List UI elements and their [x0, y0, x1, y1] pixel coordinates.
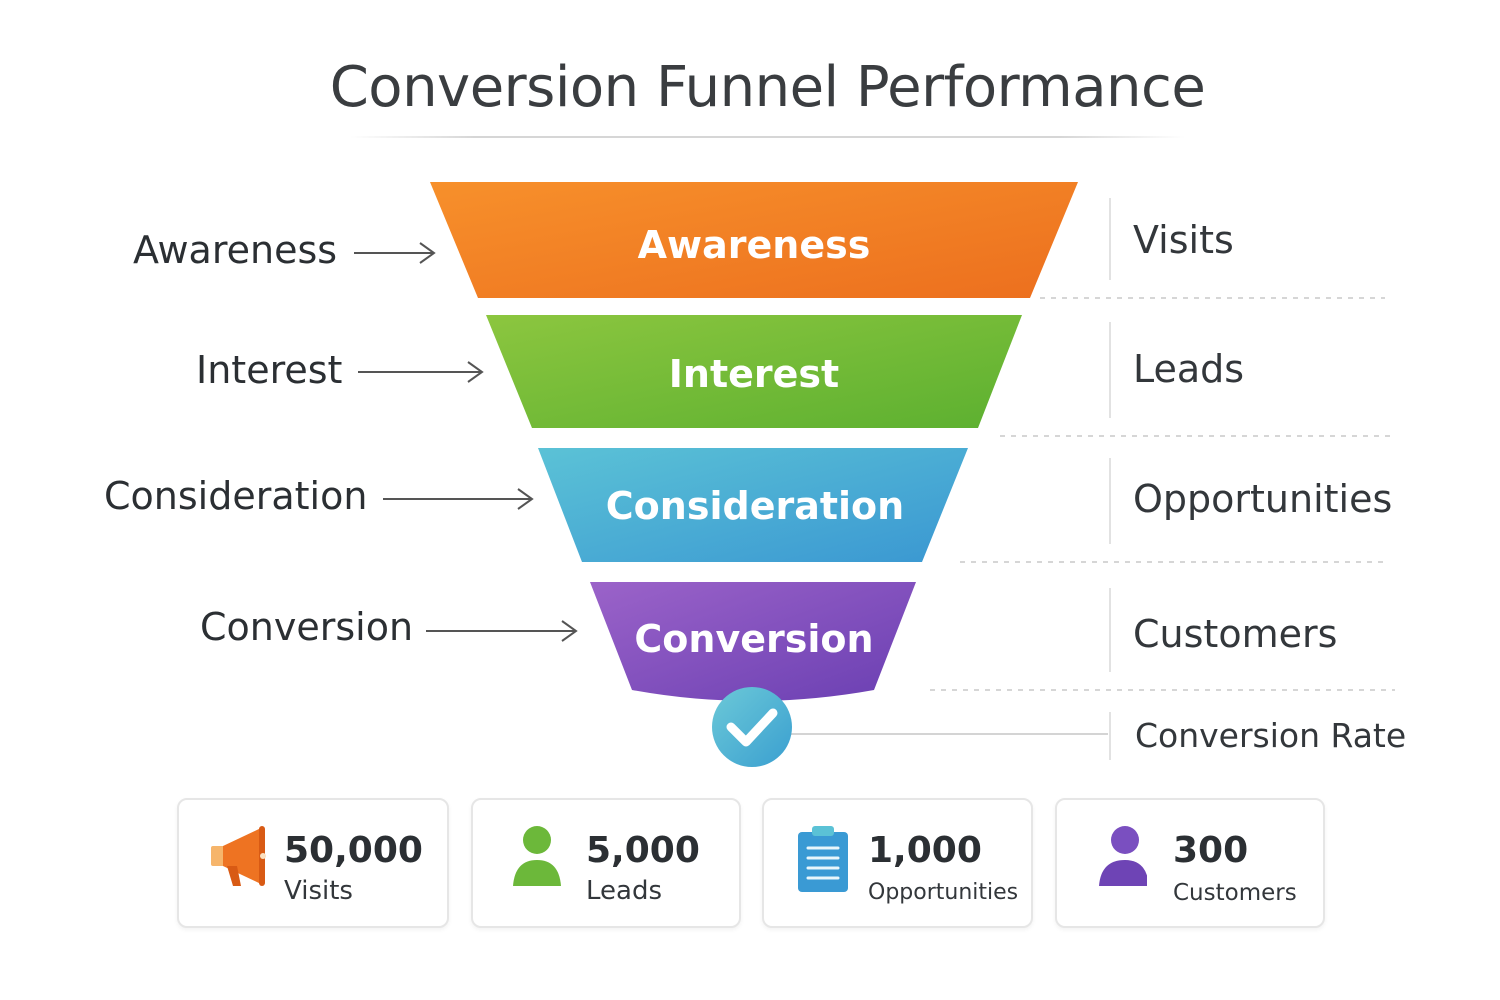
metric-label-leads: Leads — [1133, 347, 1245, 391]
card-label: Customers — [1173, 880, 1297, 906]
card-label: Visits — [284, 876, 353, 906]
side-label-consideration: Consideration — [104, 474, 368, 518]
stage-label: Conversion — [634, 617, 873, 661]
arrowhead — [561, 620, 578, 642]
funnel-stage-conversion — [590, 582, 916, 701]
arrowhead — [419, 242, 436, 264]
stage-label: Consideration — [606, 484, 904, 528]
side-label-interest: Interest — [196, 348, 343, 392]
arrowhead — [467, 361, 484, 383]
person-icon — [1099, 826, 1147, 886]
stage-label: Awareness — [638, 223, 871, 267]
page-title: Conversion Funnel Performance — [329, 55, 1206, 120]
conversion-rate-label: Conversion Rate — [1135, 716, 1407, 755]
metric-card-customers: 300 Customers — [1055, 798, 1325, 928]
funnel-stage-awareness — [430, 182, 1078, 298]
card-label: Opportunities — [868, 880, 1019, 905]
stage-separators — [930, 297, 1395, 691]
funnel-stage-consideration — [538, 448, 968, 562]
side-label-awareness: Awareness — [133, 228, 338, 272]
title-divider — [350, 136, 1185, 138]
arrowhead — [517, 488, 534, 510]
megaphone-icon — [211, 826, 266, 886]
side-label-conversion: Conversion — [200, 605, 414, 649]
clipboard-icon — [798, 826, 848, 892]
column-divider — [1109, 458, 1111, 544]
metric-label-opportunities: Opportunities — [1133, 477, 1393, 521]
checkmark-circle-icon — [712, 687, 792, 767]
stage-label: Interest — [669, 352, 839, 396]
metric-card-opportunities: 1,000 Opportunities — [762, 798, 1033, 928]
stage-arrows — [354, 242, 578, 642]
card-value: 1,000 — [868, 830, 982, 871]
metric-label-visits: Visits — [1133, 218, 1234, 262]
column-divider — [1109, 322, 1111, 418]
metric-label-customers: Customers — [1133, 612, 1338, 656]
column-divider — [1109, 198, 1111, 280]
card-value: 50,000 — [284, 830, 423, 871]
metric-card-leads: 5,000 Leads — [471, 798, 741, 928]
column-divider — [1109, 588, 1111, 672]
person-icon — [513, 826, 561, 886]
column-divider — [1109, 712, 1111, 760]
card-value: 5,000 — [586, 830, 700, 871]
card-label: Leads — [586, 876, 663, 906]
metric-card-visits: 50,000 Visits — [177, 798, 449, 928]
funnel-stage-interest — [486, 315, 1022, 428]
card-value: 300 — [1173, 830, 1249, 871]
